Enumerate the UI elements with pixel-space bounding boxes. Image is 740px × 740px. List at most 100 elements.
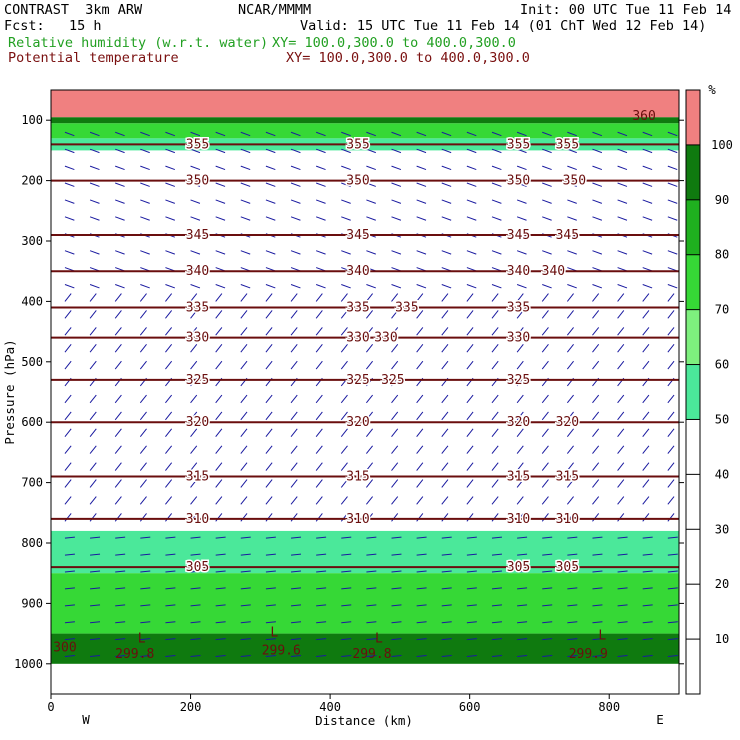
wind-vector-78 — [140, 182, 150, 187]
wind-vector-332 — [240, 343, 248, 353]
wind-vector-655 — [190, 570, 201, 573]
wind-vector-349 — [667, 343, 675, 353]
wind-vector-413 — [391, 394, 399, 404]
wind-vector-701 — [90, 604, 101, 607]
wind-vector-175 — [64, 250, 75, 255]
wind-vector-712 — [366, 604, 377, 607]
wind-vector-516 — [466, 462, 474, 471]
wind-vector-719 — [542, 604, 553, 607]
wind-vector-597 — [617, 513, 625, 522]
wind-vector-681 — [215, 587, 226, 590]
wind-vector-468 — [516, 428, 524, 438]
wind-vector-558 — [265, 496, 273, 505]
colorbar-label-10: 10 — [715, 632, 729, 646]
wind-vector-18 — [516, 131, 527, 137]
wind-vector-506 — [215, 462, 223, 471]
wind-vector-334 — [290, 343, 298, 353]
wind-vector-70 — [567, 165, 577, 171]
wind-vector-246 — [592, 284, 603, 289]
wind-vector-728 — [140, 621, 151, 624]
wind-vector-710 — [316, 604, 327, 607]
wind-vector-458 — [265, 428, 273, 438]
wind-vector-695 — [567, 587, 578, 590]
wind-vector-436 — [340, 411, 348, 421]
wind-vector-579 — [165, 513, 173, 522]
wind-vector-230 — [190, 284, 201, 289]
wind-vector-464 — [416, 428, 424, 438]
wind-vector-666 — [466, 570, 477, 573]
theta-label-355-1: 355 — [346, 137, 369, 152]
wind-vector-2 — [115, 131, 125, 137]
wind-vector-432 — [240, 411, 248, 421]
model-title: CONTRAST 3km ARW — [4, 2, 143, 18]
theta-label-305-1: 305 — [507, 560, 530, 575]
wind-vector-566 — [466, 496, 474, 505]
wind-vector-657 — [240, 570, 251, 573]
wind-vector-768 — [517, 638, 528, 641]
low-marker-3: L — [598, 629, 606, 644]
wind-vector-577 — [114, 513, 122, 522]
wind-vector-416 — [466, 394, 474, 404]
wind-vector-414 — [416, 394, 424, 404]
wind-vector-254 — [165, 293, 173, 302]
y-tick-label-1000: 1000 — [14, 657, 43, 671]
wind-vector-405 — [190, 394, 198, 404]
wind-vector-103 — [140, 199, 150, 204]
wind-vector-508 — [265, 462, 273, 471]
wind-vector-69 — [542, 165, 552, 171]
wind-vector-720 — [567, 604, 578, 607]
wind-vector-449 — [667, 411, 675, 421]
wind-vector-469 — [541, 428, 549, 438]
wind-vector-564 — [416, 496, 424, 505]
wind-vector-77 — [115, 182, 125, 187]
wind-vector-128 — [140, 216, 150, 221]
wind-vector-252 — [114, 293, 122, 302]
colorbar-band-6 — [686, 90, 700, 145]
wind-vector-84 — [290, 182, 301, 187]
wind-vector-278 — [139, 310, 147, 319]
wind-vector-662 — [366, 570, 377, 573]
wind-vector-366 — [466, 360, 474, 370]
wind-vector-590 — [441, 513, 449, 522]
wind-vector-481 — [215, 445, 223, 454]
wind-vector-435 — [315, 411, 323, 421]
wind-vector-247 — [617, 284, 628, 289]
wind-vector-400 — [64, 394, 72, 404]
wind-vector-112 — [366, 199, 376, 204]
colorbar-label-70: 70 — [715, 303, 729, 317]
wind-vector-574 — [667, 496, 675, 505]
wind-vector-195 — [567, 250, 577, 255]
wind-vector-136 — [341, 216, 351, 221]
wind-vector-569 — [541, 496, 549, 505]
wind-vector-337 — [366, 343, 374, 353]
colorbar-label-30: 30 — [715, 522, 729, 536]
wind-vector-82 — [240, 182, 251, 187]
wind-vector-598 — [642, 513, 650, 522]
theta-label-325-3: 325 — [507, 373, 530, 388]
wind-vector-139 — [416, 216, 427, 221]
wind-vector-694 — [542, 587, 553, 590]
theta-label-335-3: 335 — [507, 300, 530, 315]
wind-vector-442 — [491, 411, 499, 421]
wind-vector-129 — [165, 216, 176, 221]
wind-vector-429 — [165, 411, 173, 421]
wind-vector-563 — [391, 496, 399, 505]
wind-vector-504 — [165, 462, 173, 471]
wind-vector-255 — [190, 293, 198, 302]
wind-vector-426 — [89, 411, 97, 421]
wind-vector-260 — [315, 293, 323, 302]
wind-vector-45 — [567, 148, 577, 154]
wind-vector-548 — [642, 479, 650, 488]
wind-vector-418 — [516, 394, 524, 404]
wind-vector-523 — [642, 462, 650, 471]
wind-vector-149 — [667, 216, 678, 221]
wind-vector-106 — [215, 199, 226, 204]
colorbar-unit: % — [708, 82, 716, 97]
wind-vector-454 — [165, 428, 173, 438]
wind-vector-227 — [115, 284, 125, 289]
wind-vector-138 — [391, 216, 402, 221]
wind-vector-455 — [190, 428, 198, 438]
wind-vector-369 — [541, 360, 549, 370]
y-tick-label-500: 500 — [21, 355, 43, 369]
wind-vector-559 — [290, 496, 298, 505]
